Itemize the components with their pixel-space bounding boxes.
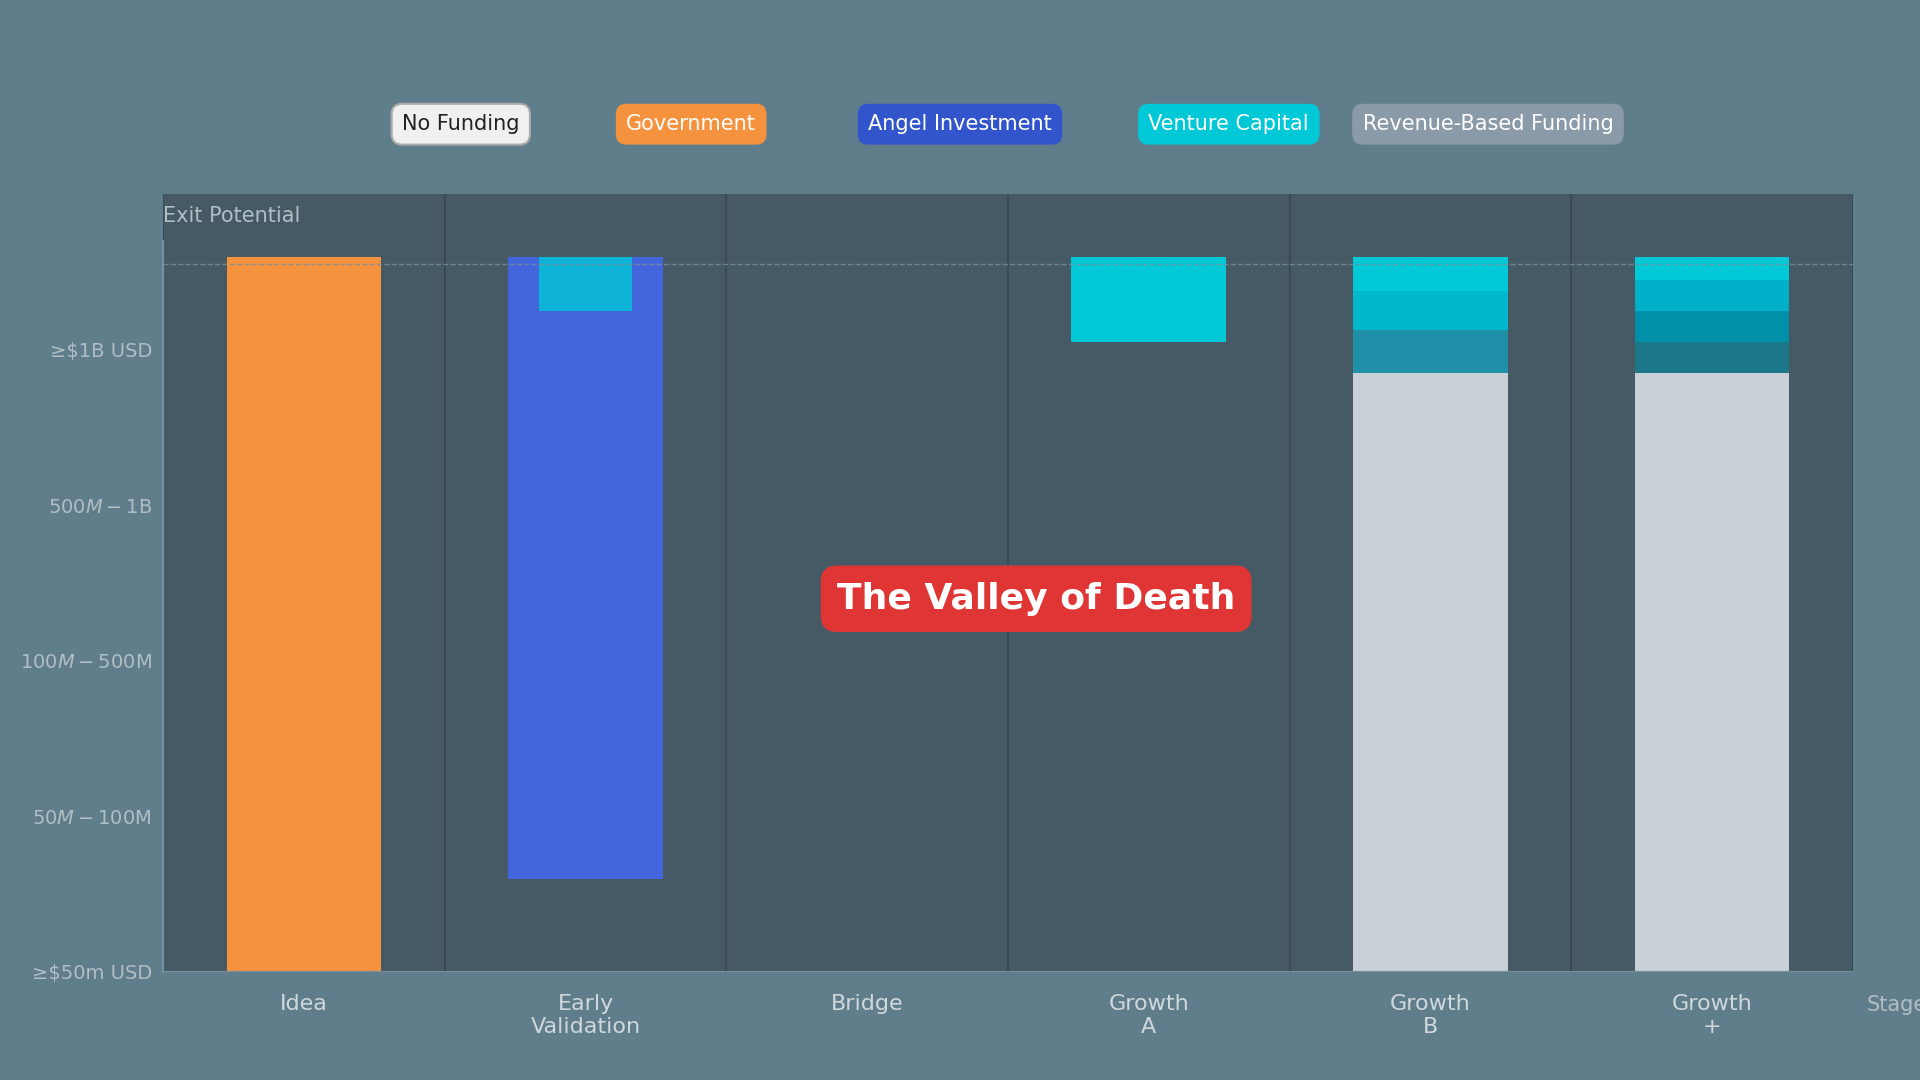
Bar — [1354, 257, 1507, 291]
Bar — [1354, 374, 1507, 972]
Bar — [1634, 342, 1789, 374]
Bar — [1071, 257, 1227, 972]
Text: Venture Capital: Venture Capital — [1148, 114, 1309, 134]
Bar — [1634, 280, 1789, 311]
Text: Exit Potential: Exit Potential — [163, 205, 301, 226]
Text: Stage: Stage — [1866, 996, 1920, 1015]
Text: Angel Investment: Angel Investment — [868, 114, 1052, 134]
Text: Revenue-Based Funding: Revenue-Based Funding — [1363, 114, 1613, 134]
Bar — [227, 257, 382, 972]
Text: No Funding: No Funding — [401, 114, 520, 134]
Text: Government: Government — [626, 114, 756, 134]
Bar — [540, 257, 632, 311]
Bar — [1071, 257, 1227, 342]
Bar — [1071, 257, 1227, 972]
Bar — [509, 257, 662, 879]
Bar — [1354, 291, 1507, 329]
Bar — [1354, 329, 1507, 374]
Text: The Valley of Death: The Valley of Death — [837, 582, 1235, 616]
Bar — [1634, 257, 1789, 280]
Bar — [1634, 311, 1789, 342]
Bar — [1634, 374, 1789, 972]
